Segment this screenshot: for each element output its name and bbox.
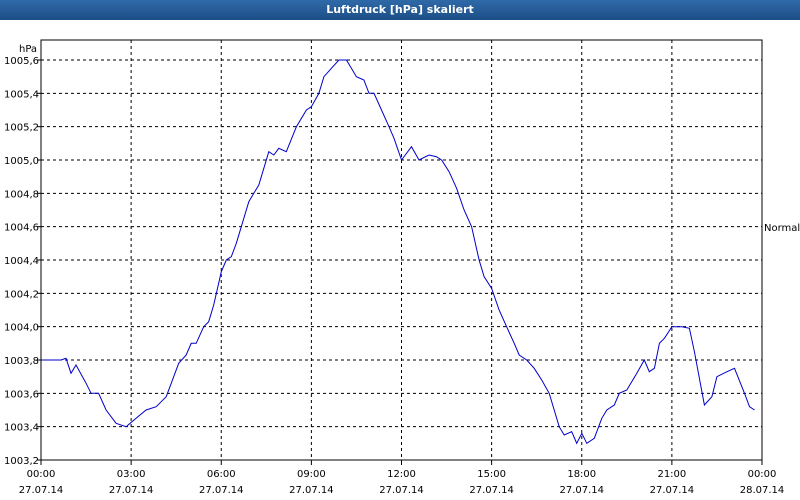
x-tick-time-label: 00:00 (748, 469, 777, 480)
y-tick-label: 1004,6 (4, 223, 39, 234)
normal-label: Normal (764, 223, 800, 234)
y-tick-label: 1005,4 (4, 89, 39, 100)
chart-area: 1003,2 1003,4 1003,6 1003,8 1004,0 1004,2 1004… (0, 20, 800, 500)
y-tick-label: 1005,6 (4, 56, 39, 67)
pressure-series-line (41, 59, 755, 445)
x-tick-date-label: 27.07.14 (469, 485, 514, 496)
x-axis-ticks: 00:00 27.07.14 03:00 27.07.14 06:00 27.07.14 0… (19, 460, 785, 496)
x-tick-time-label: 12:00 (387, 469, 416, 480)
x-tick-date-label: 28.07.14 (740, 485, 785, 496)
x-tick-date-label: 27.07.14 (289, 485, 334, 496)
y-axis-unit-label: hPa (19, 44, 37, 55)
x-tick-date-label: 27.07.14 (559, 485, 604, 496)
y-tick-label: 1003,8 (4, 356, 39, 367)
x-tick-date-label: 27.07.14 (199, 485, 244, 496)
x-tick-date-label: 27.07.14 (19, 485, 64, 496)
y-tick-label: 1004,8 (4, 189, 39, 200)
x-tick-date-label: 27.07.14 (109, 485, 154, 496)
x-tick-time-label: 06:00 (207, 469, 236, 480)
x-tick-time-label: 09:00 (297, 469, 326, 480)
x-tick-time-label: 15:00 (477, 469, 506, 480)
x-tick-time-label: 03:00 (117, 469, 146, 480)
chart-title: Luftdruck [hPa] skaliert (0, 0, 800, 20)
y-tick-label: 1005,2 (4, 123, 39, 134)
y-tick-label: 1003,2 (4, 456, 39, 467)
y-tick-label: 1005,0 (4, 156, 39, 167)
x-tick-time-label: 18:00 (567, 469, 596, 480)
pressure-line-chart: 1003,2 1003,4 1003,6 1003,8 1004,0 1004,2 1004… (4, 39, 800, 496)
data-series (41, 59, 755, 445)
y-tick-label: 1004,2 (4, 289, 39, 300)
x-tick-date-label: 27.07.14 (379, 485, 424, 496)
y-tick-label: 1004,4 (4, 256, 39, 267)
y-tick-label: 1003,6 (4, 389, 39, 400)
y-axis-ticks: 1003,2 1003,4 1003,6 1003,8 1004,0 1004,2 1004… (4, 56, 41, 467)
x-tick-time-label: 21:00 (657, 469, 686, 480)
x-tick-time-label: 00:00 (27, 469, 56, 480)
x-tick-date-label: 27.07.14 (650, 485, 695, 496)
y-tick-label: 1004,0 (4, 323, 39, 334)
y-tick-label: 1003,4 (4, 423, 39, 434)
